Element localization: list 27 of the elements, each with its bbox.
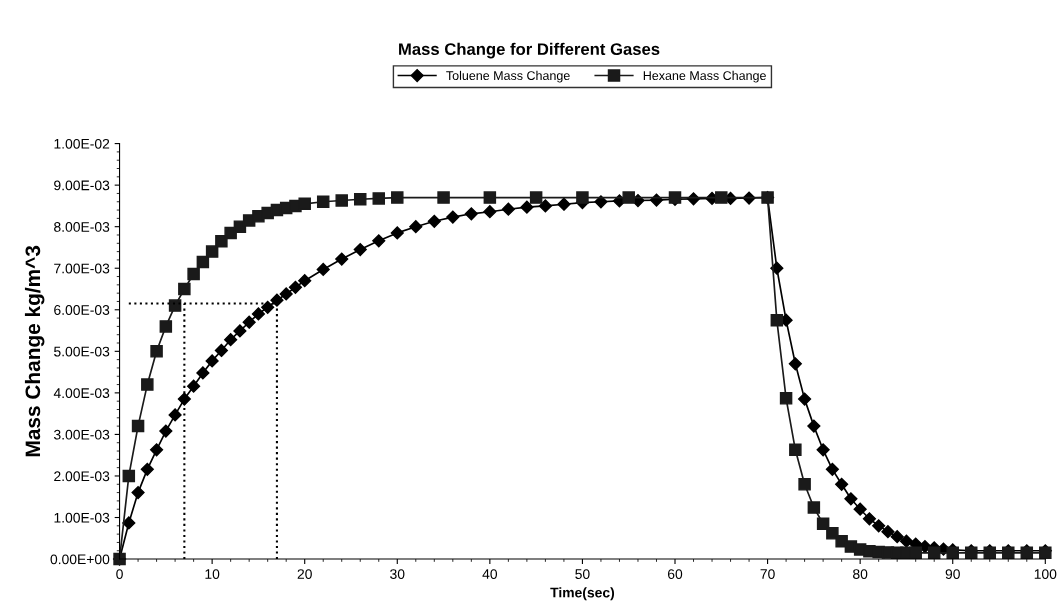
x-tick-label: 70: [760, 569, 775, 579]
y-tick-label: 5.00E-03: [54, 346, 110, 357]
x-tick-label: 50: [575, 569, 590, 579]
y-tick-label: 1.00E-03: [54, 512, 110, 523]
x-tick-label: 20: [297, 569, 312, 579]
y-axis-title: Mass Change kg/m^3: [24, 245, 45, 457]
x-tick-label: 0: [116, 569, 123, 579]
y-tick-label: 4.00E-03: [53, 388, 110, 399]
y-tick-label: 0.00E+00: [50, 554, 110, 565]
x-tick-label: 30: [390, 569, 405, 579]
y-tick-label: 6.00E-03: [54, 305, 110, 315]
x-axis-title: Time(sec): [550, 587, 615, 601]
legend-label: Toluene Mass Change: [446, 70, 570, 83]
x-tick-label: 80: [853, 569, 868, 579]
y-tick-label: 3.00E-03: [54, 429, 110, 440]
y-tick-label: 9.00E-03: [54, 180, 110, 191]
y-tick-label: 8.00E-03: [54, 222, 110, 232]
chart-title: Mass Change for Different Gases: [399, 42, 660, 59]
legend-label: Hexane Mass Change: [643, 70, 766, 83]
x-tick-label: 100: [1034, 569, 1057, 579]
x-tick-label: 60: [667, 569, 683, 579]
x-tick-label: 40: [482, 569, 498, 579]
x-tick-label: 10: [205, 569, 220, 579]
y-tick-label: 7.00E-03: [54, 263, 110, 274]
y-tick-label: 2.00E-03: [54, 471, 110, 482]
x-tick-label: 90: [945, 569, 960, 579]
y-tick-label: 1.00E-02: [54, 138, 110, 149]
